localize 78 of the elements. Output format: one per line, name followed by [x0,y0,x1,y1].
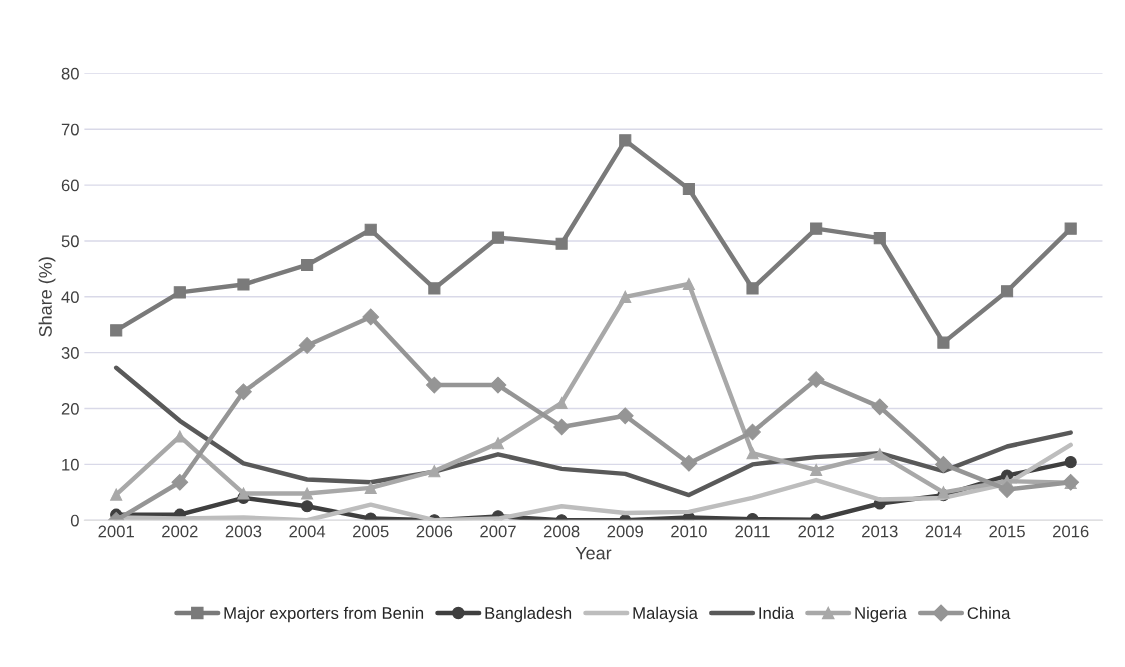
point [1000,285,1014,298]
point [873,232,886,245]
legend-label: Major exporters from Benin [224,606,424,623]
x-tick-label: 2013 [862,525,898,538]
point [491,231,505,244]
point [428,282,441,295]
x-tick-label: 2003 [225,525,262,538]
y-tick-label: 10 [62,458,79,471]
point [871,398,889,416]
point [744,423,761,441]
point [998,481,1016,498]
point [619,290,632,303]
point [1064,456,1077,469]
point [491,437,505,450]
point [364,223,377,236]
point [935,456,952,473]
point [428,465,441,478]
point [237,278,250,291]
x-tick-label: 2006 [416,525,453,538]
point [555,396,568,410]
x-tick-label: 2015 [989,525,1025,538]
point [680,454,698,472]
y-tick-label: 0 [70,514,79,527]
point [555,237,568,250]
point [746,282,759,295]
y-tick-label: 50 [61,235,79,248]
x-tick-label: 2004 [289,525,326,538]
point [425,376,443,394]
point [489,376,507,394]
point [682,182,695,196]
point [173,286,186,299]
y-tick-label: 20 [61,402,79,415]
point [110,324,123,337]
legend-label: China [967,606,1011,619]
x-tick-label: 2011 [735,525,770,538]
y-tick-label: 60 [61,179,79,192]
x-tick-label: 2007 [480,525,516,538]
legend-label: Nigeria [855,606,907,623]
line-series [113,365,1073,498]
x-axis-title: Year [575,546,612,560]
x-tick-label: 2009 [607,525,643,538]
x-tick-label: 2016 [1052,525,1089,538]
x-tick-label: 2002 [162,525,198,538]
point [301,500,314,513]
point [1064,222,1077,235]
point [362,308,380,326]
point [616,407,634,425]
x-tick-label: 2012 [798,525,834,538]
x-tick-label: 2001 [98,525,134,538]
point [364,481,377,494]
point [807,371,825,388]
x-tick-label: 2005 [353,525,389,538]
point [171,473,189,491]
point [937,336,950,349]
x-tick-label: 2014 [925,525,962,538]
point [873,448,886,461]
y-tick-label: 70 [61,123,79,136]
legend-label: India [759,606,795,619]
y-tick-label: 80 [61,67,79,80]
legend-label: Bangladesh [485,606,572,623]
point [810,222,823,235]
point [553,418,570,436]
point [298,337,316,354]
point [110,488,123,501]
point [619,134,632,147]
point [746,447,759,460]
point [682,277,695,291]
x-tick-label: 2010 [671,525,707,538]
point [810,463,823,477]
legend-label: Malaysia [633,606,698,623]
point [301,258,314,272]
y-axis-title: Share (%) [38,257,56,337]
x-tick-label: 2008 [543,525,580,538]
point [235,383,252,401]
y-tick-label: 40 [61,291,79,304]
point [237,487,250,500]
y-tick-label: 30 [61,347,79,359]
point [301,487,314,500]
